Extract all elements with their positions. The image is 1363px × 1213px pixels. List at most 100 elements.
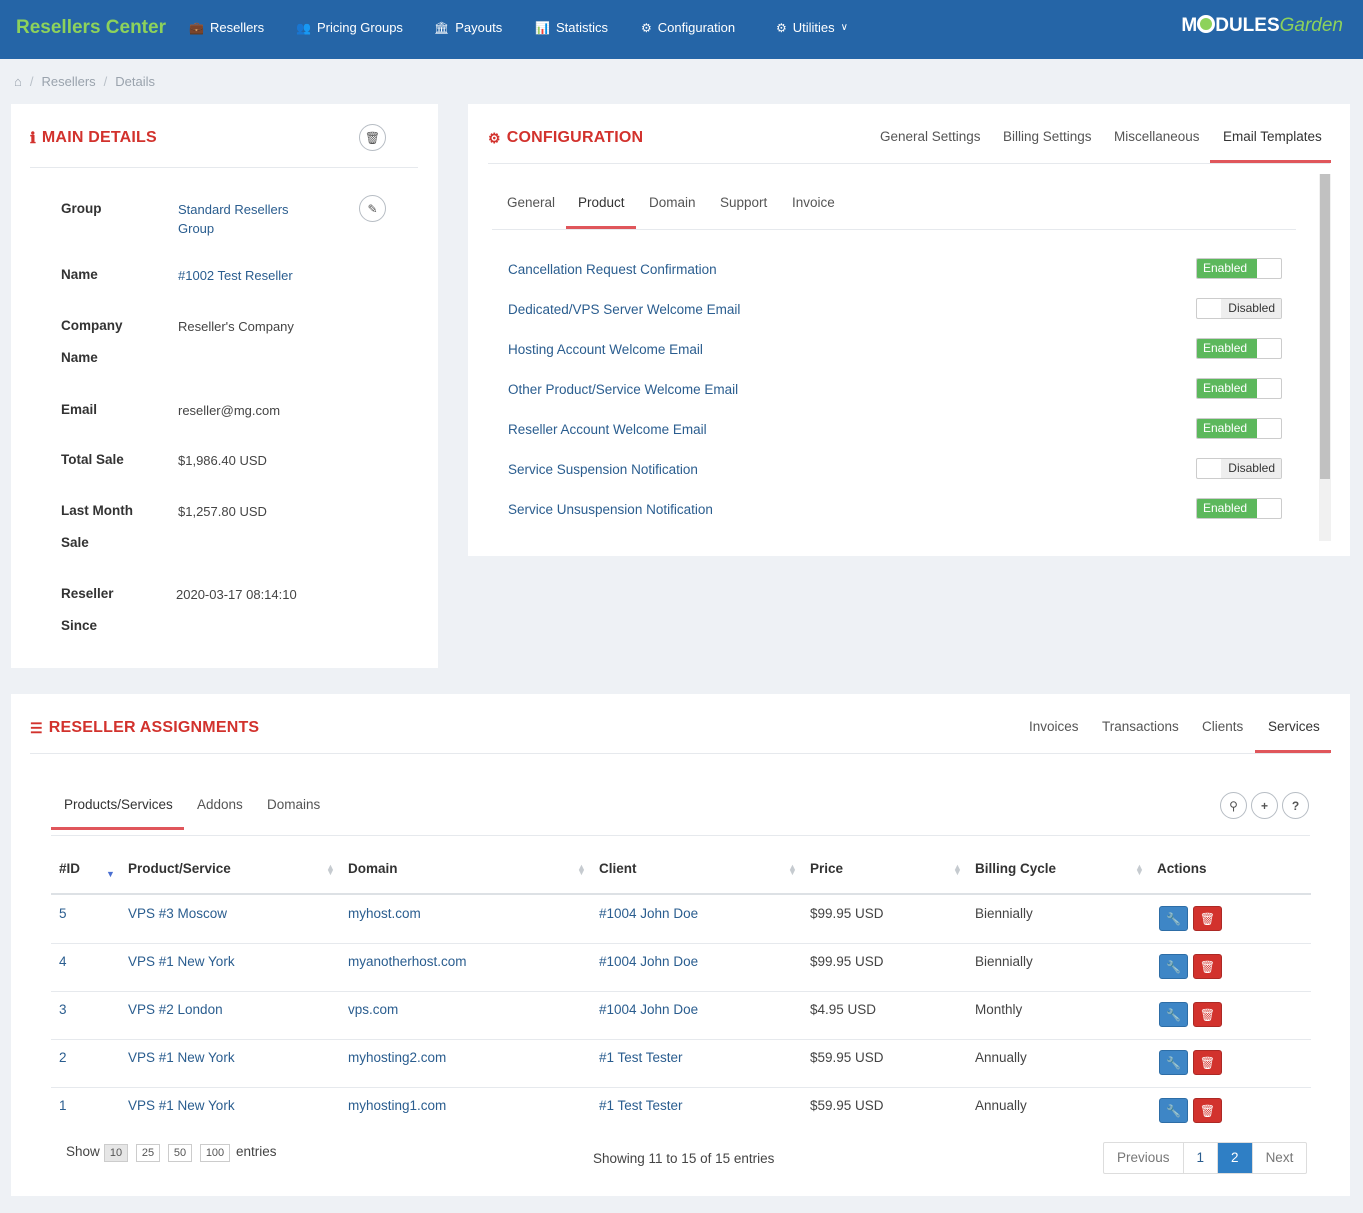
row-domain[interactable]: vps.com	[348, 1002, 399, 1017]
row-id[interactable]: 1	[59, 1098, 67, 1113]
modulesgarden-logo: M DULESGarden	[1181, 15, 1343, 36]
template-toggle[interactable]: Enabled	[1196, 418, 1282, 439]
column-header-id[interactable]: #ID	[59, 861, 81, 876]
add-button[interactable]: +	[1251, 792, 1278, 819]
delete-reseller-button[interactable]: 🗑	[359, 124, 386, 151]
tab-services[interactable]: Services	[1268, 719, 1320, 734]
subtab-product[interactable]: Product	[578, 195, 625, 210]
breadcrumb-details: Details	[115, 74, 156, 89]
row-domain[interactable]: myhosting1.com	[348, 1098, 447, 1113]
row-product[interactable]: VPS #2 London	[128, 1002, 223, 1017]
column-header-product[interactable]: Product/Service	[128, 861, 231, 876]
tab-billing-settings[interactable]: Billing Settings	[1003, 129, 1092, 144]
pagination-previous[interactable]: Previous	[1104, 1143, 1184, 1173]
template-toggle[interactable]: Disabled	[1196, 458, 1282, 479]
edit-service-button[interactable]: 🔧	[1159, 906, 1188, 931]
nav-payouts[interactable]: 🏛 Payouts	[434, 20, 503, 35]
edit-service-button[interactable]: 🔧	[1159, 1098, 1188, 1123]
template-toggle[interactable]: Enabled	[1196, 338, 1282, 359]
column-header-client[interactable]: Client	[599, 861, 637, 876]
row-client[interactable]: #1 Test Tester	[599, 1098, 683, 1113]
nav-statistics[interactable]: 📊 Statistics	[535, 20, 608, 35]
subtab-domains[interactable]: Domains	[267, 797, 321, 812]
help-button[interactable]: ?	[1282, 792, 1309, 819]
brand-title[interactable]: Resellers Center	[16, 17, 166, 38]
template-name: Service Suspension Notification	[508, 462, 698, 477]
row-id[interactable]: 3	[59, 1002, 67, 1017]
row-client[interactable]: #1004 John Doe	[599, 1002, 699, 1017]
subtab-support[interactable]: Support	[720, 195, 768, 210]
subtab-invoice[interactable]: Invoice	[792, 195, 835, 210]
home-icon[interactable]: ⌂	[14, 74, 22, 89]
row-client[interactable]: #1004 John Doe	[599, 906, 699, 921]
templates-scrollbar[interactable]	[1319, 174, 1331, 541]
wrench-icon: 🔧	[1166, 1055, 1181, 1070]
row-product[interactable]: VPS #1 New York	[128, 1050, 235, 1065]
subtab-domain[interactable]: Domain	[649, 195, 696, 210]
tab-general-settings[interactable]: General Settings	[880, 129, 981, 144]
page-size-option[interactable]: 100	[200, 1144, 230, 1162]
sort-icon: ▲ ▼	[577, 862, 586, 877]
row-product[interactable]: VPS #1 New York	[128, 1098, 235, 1113]
subtab-addons[interactable]: Addons	[197, 797, 243, 812]
column-header-domain[interactable]: Domain	[348, 861, 398, 876]
nav-configuration[interactable]: ⚙ Configuration	[641, 20, 736, 35]
column-header-billing-cycle[interactable]: Billing Cycle	[975, 861, 1057, 876]
delete-service-button[interactable]: 🗑	[1193, 954, 1222, 979]
plus-icon: +	[1260, 798, 1268, 813]
tab-clients[interactable]: Clients	[1202, 719, 1244, 734]
pagination-page-current[interactable]: 2	[1218, 1143, 1253, 1173]
breadcrumb-resellers[interactable]: Resellers	[41, 74, 96, 89]
delete-service-button[interactable]: 🗑	[1193, 1002, 1222, 1027]
tab-invoices[interactable]: Invoices	[1029, 719, 1079, 734]
template-toggle[interactable]: Enabled	[1196, 498, 1282, 519]
row-client[interactable]: #1004 John Doe	[599, 954, 699, 969]
tab-transactions[interactable]: Transactions	[1102, 719, 1179, 734]
nav-resellers[interactable]: 💼 Resellers	[189, 20, 265, 35]
tab-miscellaneous[interactable]: Miscellaneous	[1114, 129, 1200, 144]
trash-icon: 🗑	[1199, 1103, 1216, 1118]
row-product[interactable]: VPS #3 Moscow	[128, 906, 228, 921]
name-label: Name	[61, 267, 98, 282]
template-name: Cancellation Request Confirmation	[508, 262, 717, 277]
template-toggle[interactable]: Enabled	[1196, 378, 1282, 399]
template-toggle[interactable]: Enabled	[1196, 258, 1282, 279]
row-id[interactable]: 4	[59, 954, 67, 969]
template-toggle[interactable]: Disabled	[1196, 298, 1282, 319]
edit-group-button[interactable]: ✎	[359, 195, 386, 222]
edit-service-button[interactable]: 🔧	[1159, 954, 1188, 979]
row-id[interactable]: 2	[59, 1050, 67, 1065]
row-id[interactable]: 5	[59, 906, 67, 921]
page-size-option[interactable]: 50	[168, 1144, 192, 1162]
pagination-next[interactable]: Next	[1265, 1150, 1294, 1165]
tab-email-templates[interactable]: Email Templates	[1223, 129, 1322, 144]
logo-circle-icon	[1197, 15, 1216, 33]
row-domain[interactable]: myhost.com	[348, 906, 421, 921]
group-value[interactable]: Standard Resellers Group	[178, 202, 289, 236]
search-icon: ⚲	[1229, 798, 1238, 813]
edit-service-button[interactable]: 🔧	[1159, 1050, 1188, 1075]
delete-service-button[interactable]: 🗑	[1193, 906, 1222, 931]
row-domain[interactable]: myanotherhost.com	[348, 954, 467, 969]
column-header-price[interactable]: Price	[810, 861, 844, 876]
row-product[interactable]: VPS #1 New York	[128, 954, 235, 969]
pagination-page[interactable]: 1	[1184, 1143, 1219, 1173]
delete-service-button[interactable]: 🗑	[1193, 1050, 1222, 1075]
scrollbar-thumb[interactable]	[1320, 174, 1330, 479]
total-sale-label: Total Sale	[61, 452, 124, 467]
delete-service-button[interactable]: 🗑	[1193, 1098, 1222, 1123]
subtab-products-services[interactable]: Products/Services	[64, 797, 173, 812]
row-client[interactable]: #1 Test Tester	[599, 1050, 683, 1065]
name-value[interactable]: #1002 Test Reseller	[178, 268, 293, 283]
nav-utilities[interactable]: ⚙ Utilities ∨	[776, 20, 848, 35]
subtab-general[interactable]: General	[507, 195, 556, 210]
nav-pricing-groups[interactable]: 👥 Pricing Groups	[296, 20, 403, 35]
edit-service-button[interactable]: 🔧	[1159, 1002, 1188, 1027]
row-billing-cycle: Biennially	[975, 954, 1033, 969]
page-size-option[interactable]: 25	[136, 1144, 160, 1162]
sort-icon: ▲ ▼	[953, 862, 962, 877]
wrench-icon: 🔧	[1166, 1007, 1181, 1022]
search-button[interactable]: ⚲	[1220, 792, 1247, 819]
page-size-option[interactable]: 10	[104, 1144, 128, 1162]
row-domain[interactable]: myhosting2.com	[348, 1050, 447, 1065]
